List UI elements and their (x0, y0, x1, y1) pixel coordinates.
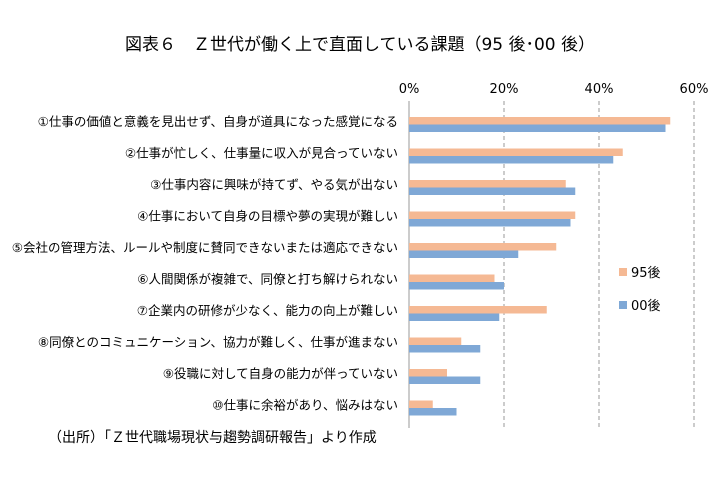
legend-label-95: 95後 (631, 266, 661, 281)
category-label: ⑥人間関係が複雑で、同僚と打ち解けられない (137, 272, 398, 287)
tick-label-40: 40% (585, 82, 614, 97)
bar-95-7 (409, 306, 547, 314)
tick-label-60: 60% (680, 82, 709, 97)
bar-95-2 (409, 148, 623, 156)
tick-label-20: 20% (490, 82, 519, 97)
bar-00-4 (409, 219, 571, 227)
bar-00-6 (409, 282, 504, 290)
bar-95-6 (409, 274, 495, 282)
bar-00-3 (409, 187, 576, 195)
category-label: ⑧同僚とのコミュニケーション、協力が難しく、仕事が進まない (38, 335, 398, 350)
bar-95-3 (409, 180, 566, 188)
legend-swatch-00 (619, 301, 627, 309)
category-label: ④仕事において自身の目標や夢の実現が難しい (137, 209, 398, 224)
bar-95-9 (409, 369, 447, 377)
bar-00-5 (409, 250, 519, 258)
category-label: ②仕事が忙しく、仕事量に収入が見合っていない (125, 146, 398, 161)
category-label: ③仕事内容に興味が持てず、やる気が出ない (150, 177, 398, 192)
bar-00-8 (409, 345, 481, 353)
bar-95-1 (409, 117, 671, 125)
bar-95-8 (409, 337, 462, 345)
bar-95-10 (409, 400, 433, 408)
bar-00-1 (409, 124, 666, 132)
bar-00-10 (409, 408, 457, 416)
category-label: ⑦企業内の研修が少なく、能力の向上が難しい (137, 303, 398, 318)
tick-label-0: 0% (399, 82, 420, 97)
category-label: ⑩仕事に余裕があり、悩みはない (212, 398, 398, 413)
bar-00-7 (409, 313, 500, 321)
chart-title: 図表６ Ｚ世代が働く上で直面している課題（95 後･00 後） (124, 35, 596, 55)
legend-label-00: 00後 (631, 299, 661, 314)
source-note: （出所）「Ｚ世代職場現状与趨勢調研報告」より作成 (48, 430, 377, 446)
bar-95-4 (409, 211, 576, 219)
category-label: ⑨役職に対して自身の能力が伴っていない (163, 366, 398, 381)
bar-00-2 (409, 156, 614, 164)
category-label: ①仕事の価値と意義を見出せず、自身が道具になった感覚になる (38, 114, 398, 129)
category-label: ⑤会社の管理方法、ルールや制度に賛同できないまたは適応できない (12, 240, 398, 255)
bar-95-5 (409, 243, 557, 251)
bar-00-9 (409, 376, 481, 384)
legend-swatch-95 (619, 268, 627, 276)
